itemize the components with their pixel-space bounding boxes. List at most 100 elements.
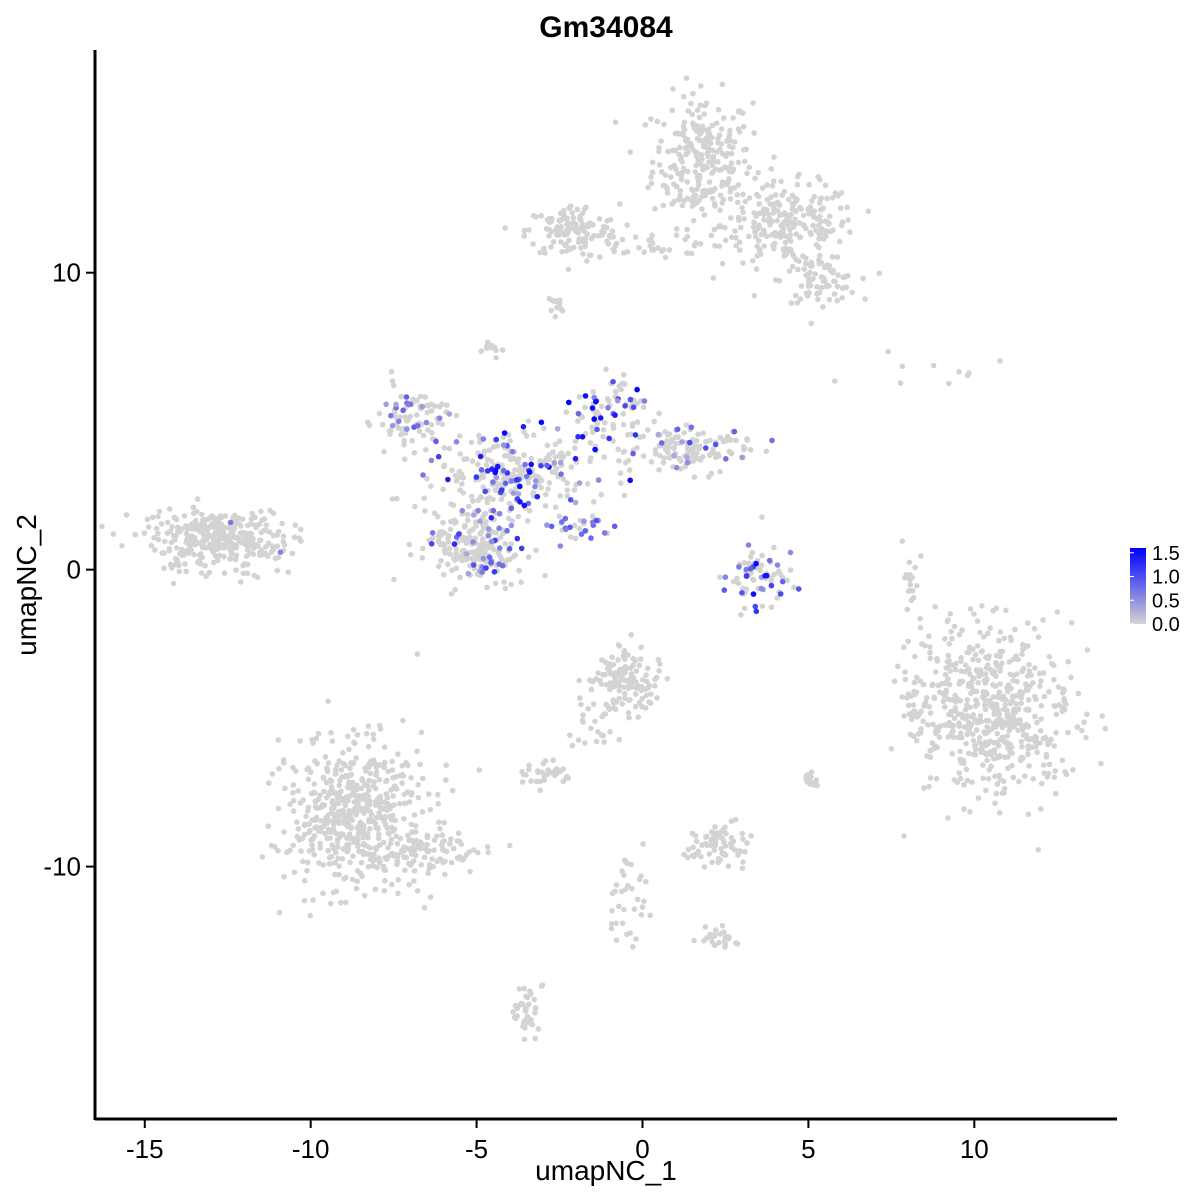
cell-point bbox=[834, 297, 841, 304]
cell-point bbox=[615, 446, 621, 453]
cell-point bbox=[616, 458, 622, 464]
cell-point bbox=[427, 894, 434, 900]
cell-point bbox=[649, 232, 655, 239]
cell-point bbox=[340, 808, 347, 814]
cell-point bbox=[341, 876, 348, 882]
cell-point bbox=[319, 804, 325, 810]
cell-point bbox=[964, 372, 971, 379]
cell-point bbox=[652, 676, 658, 683]
cell-point bbox=[357, 829, 364, 835]
cell-point bbox=[968, 683, 975, 690]
cell-point bbox=[604, 218, 610, 224]
cell-point bbox=[908, 693, 915, 699]
cell-point bbox=[717, 146, 723, 153]
cell-point bbox=[199, 542, 205, 549]
cell-point bbox=[996, 721, 1003, 727]
cell-point bbox=[787, 549, 794, 556]
cell-point bbox=[734, 199, 741, 206]
cell-point bbox=[652, 683, 658, 689]
cell-point bbox=[183, 568, 189, 575]
cell-point bbox=[458, 471, 465, 477]
cell-point bbox=[347, 835, 354, 842]
cell-point bbox=[709, 195, 716, 202]
cell-point bbox=[453, 412, 460, 419]
cell-point bbox=[445, 476, 451, 483]
cell-point bbox=[1053, 711, 1060, 718]
cell-point bbox=[990, 607, 996, 614]
cell-point bbox=[310, 740, 317, 746]
cell-point bbox=[499, 487, 505, 493]
cell-point bbox=[645, 184, 651, 191]
cell-point bbox=[712, 441, 719, 448]
cell-point bbox=[352, 805, 358, 812]
cell-point bbox=[1011, 672, 1017, 679]
cell-point bbox=[950, 722, 957, 729]
cell-point bbox=[961, 806, 967, 812]
cell-point bbox=[265, 540, 272, 546]
cell-point bbox=[700, 430, 706, 436]
cell-point bbox=[616, 383, 622, 389]
cell-point bbox=[507, 556, 513, 563]
cell-point bbox=[712, 927, 719, 933]
legend-label: 1.5 bbox=[1152, 543, 1180, 565]
cell-point bbox=[983, 787, 989, 794]
cell-point bbox=[764, 233, 770, 240]
cell-point bbox=[546, 456, 552, 463]
cell-point bbox=[699, 454, 706, 460]
cell-point bbox=[735, 182, 742, 188]
legend-label: 0.5 bbox=[1152, 590, 1180, 612]
cell-point bbox=[569, 742, 576, 749]
cell-point bbox=[313, 735, 320, 742]
cell-point bbox=[702, 192, 709, 199]
cell-point bbox=[822, 182, 829, 189]
cell-point bbox=[351, 792, 357, 798]
cell-point bbox=[964, 697, 971, 703]
cell-point bbox=[314, 760, 320, 767]
cell-point bbox=[476, 767, 483, 773]
cell-point bbox=[945, 696, 952, 702]
cell-point bbox=[751, 219, 757, 226]
cell-point bbox=[571, 487, 578, 493]
cell-point bbox=[920, 718, 926, 725]
cell-point bbox=[501, 430, 508, 436]
cell-point bbox=[678, 156, 684, 163]
cell-point bbox=[183, 530, 190, 537]
cell-point bbox=[523, 1005, 529, 1012]
cell-point bbox=[676, 197, 683, 203]
cell-point bbox=[453, 546, 460, 552]
cell-point bbox=[830, 194, 836, 201]
cell-point bbox=[694, 128, 700, 135]
cell-point bbox=[233, 567, 239, 573]
cell-point bbox=[967, 606, 974, 612]
cell-point bbox=[435, 419, 442, 426]
cell-point bbox=[566, 237, 572, 244]
cell-point bbox=[638, 873, 644, 879]
cell-point bbox=[682, 145, 689, 151]
cell-point bbox=[550, 449, 556, 455]
cell-point bbox=[415, 842, 422, 849]
cell-point bbox=[709, 859, 715, 866]
cell-point bbox=[228, 529, 234, 536]
cell-point bbox=[958, 711, 965, 717]
cell-point bbox=[294, 819, 300, 825]
cell-point bbox=[409, 437, 416, 444]
cell-point bbox=[228, 550, 234, 557]
cell-point bbox=[489, 466, 495, 472]
cell-point bbox=[301, 822, 308, 829]
cell-point bbox=[394, 853, 401, 860]
cell-point bbox=[349, 876, 356, 883]
cell-point bbox=[629, 885, 635, 892]
cell-point bbox=[510, 1009, 516, 1015]
cell-point bbox=[940, 698, 947, 705]
cell-point bbox=[978, 749, 984, 755]
cell-point bbox=[697, 443, 703, 450]
cell-point bbox=[243, 553, 250, 559]
cell-point bbox=[320, 890, 326, 897]
cell-point bbox=[607, 728, 613, 735]
cell-point bbox=[400, 717, 406, 724]
cell-point bbox=[554, 224, 561, 230]
cell-point bbox=[567, 497, 574, 503]
cell-point bbox=[512, 467, 518, 473]
cell-point bbox=[1004, 707, 1010, 714]
